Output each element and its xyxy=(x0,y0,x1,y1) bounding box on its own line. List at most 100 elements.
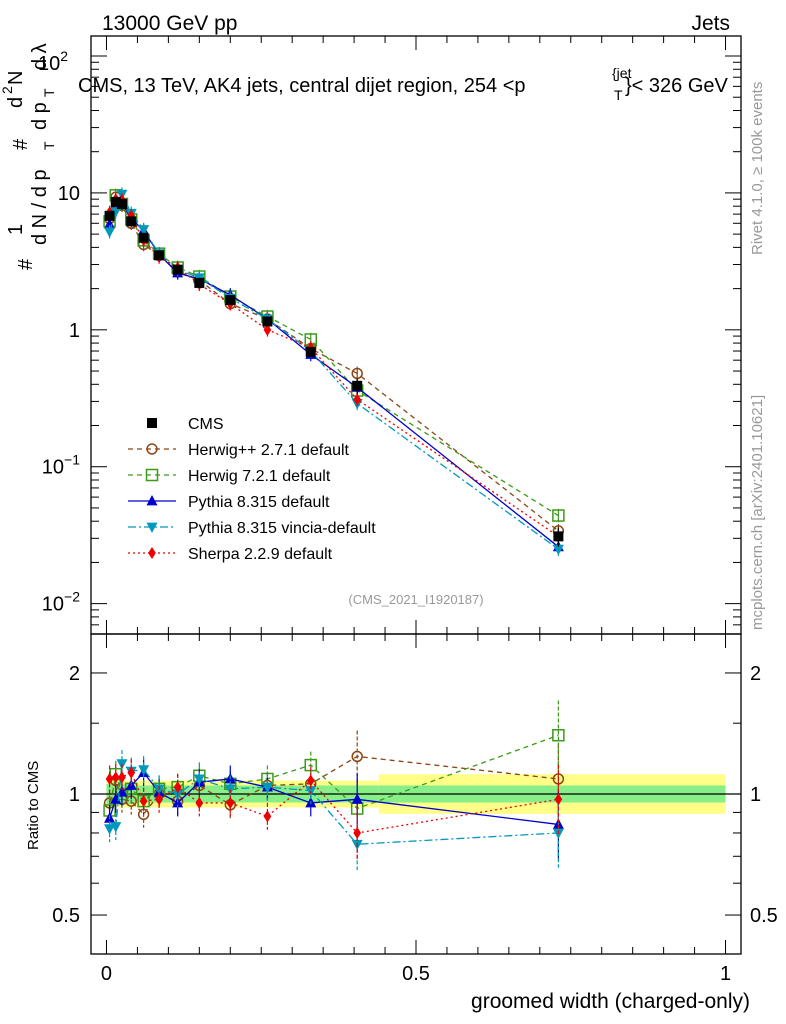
main-series-point xyxy=(138,225,150,236)
legend-marker xyxy=(146,522,158,534)
data-point xyxy=(352,380,363,391)
data-point xyxy=(110,196,121,207)
ratio-series-point xyxy=(105,772,114,786)
svg-text:CMS, 13 TeV, AK4 jets, central: CMS, 13 TeV, AK4 jets, central dijet reg… xyxy=(78,75,526,97)
main-series-point xyxy=(552,509,565,522)
main-y-tick-label: 10−2 xyxy=(42,589,80,616)
main-series-line xyxy=(108,195,559,532)
x-tick-label: 1 xyxy=(720,963,731,985)
svg-text:d N / d p: d N / d p xyxy=(29,169,51,245)
main-series-point xyxy=(104,227,116,238)
plot-title: CMS, 13 TeV, AK4 jets, central dijet reg… xyxy=(78,65,729,103)
legend-entry: Pythia 8.315 vincia-default xyxy=(128,520,376,537)
analysis-label: (CMS_2021_I1920187) xyxy=(348,592,483,607)
ratio-series-point xyxy=(353,826,362,840)
ratio-series-point xyxy=(351,793,363,804)
ratio-series-point xyxy=(554,793,563,806)
ratio-series-point xyxy=(552,728,565,742)
ratio-series-point xyxy=(139,795,148,808)
legend-marker xyxy=(146,443,158,455)
legend-label: Sherpa 2.2.9 default xyxy=(188,546,333,563)
legend-entry: Pythia 8.315 default xyxy=(128,494,330,511)
ratio-series-point xyxy=(195,796,204,810)
x-tick-label: 0 xyxy=(101,963,112,985)
ratio-series-point xyxy=(173,781,182,794)
ratio-y-tick-label-left: 1 xyxy=(69,784,80,806)
legend-label: Pythia 8.315 vincia-default xyxy=(188,520,376,537)
data-point xyxy=(154,250,165,261)
main-series-point xyxy=(263,323,272,336)
svg-text:T: T xyxy=(614,87,623,103)
main-series-line xyxy=(108,198,559,537)
ratio-series-point xyxy=(104,824,116,835)
legend-label: CMS xyxy=(188,416,224,433)
energy-label: 13000 GeV pp xyxy=(102,12,237,35)
legend-marker xyxy=(145,468,159,482)
main-series-point xyxy=(353,393,362,406)
ratio-series-point xyxy=(193,774,205,786)
svg-text:N: N xyxy=(5,71,27,85)
main-panel-frame xyxy=(90,35,742,635)
legend-label: Herwig 7.2.1 default xyxy=(188,468,331,485)
ratio-series-point xyxy=(226,796,235,810)
ratio-series-point xyxy=(138,765,150,776)
site-label: mcplots.cern.ch [arXiv:2401.10621] xyxy=(749,395,766,630)
data-series xyxy=(104,196,564,547)
ratio-series-point xyxy=(118,771,126,784)
legend-entry: Herwig 7.2.1 default xyxy=(128,468,331,485)
main-series-layer xyxy=(103,187,565,556)
main-y-tick-label: 1 xyxy=(69,320,80,342)
x-tick-label: 0.5 xyxy=(402,963,430,985)
legend-marker xyxy=(148,546,156,560)
data-point xyxy=(126,216,137,227)
svg-text:d λ: d λ xyxy=(29,43,51,70)
ratio-y-tick-label-left: 2 xyxy=(69,663,80,685)
legend-entry: CMS xyxy=(147,416,224,433)
ratio-y-axis-label: Ratio to CMS xyxy=(25,761,42,850)
x-axis-label: groomed width (charged-only) xyxy=(471,990,750,1013)
svg-text:2: 2 xyxy=(0,86,15,94)
ratio-series-point xyxy=(351,750,363,763)
ratio-series-layer xyxy=(103,700,565,871)
category-label: Jets xyxy=(691,12,730,35)
ratio-series-4 xyxy=(105,759,563,859)
legend: CMS Herwig++ 2.7.1 default Herwig 7.2.1 de… xyxy=(128,416,376,563)
data-point xyxy=(172,264,183,275)
svg-text:#: # xyxy=(15,258,37,270)
main-series-0 xyxy=(103,190,565,538)
legend-label: Herwig++ 2.7.1 default xyxy=(188,442,350,459)
main-series-point xyxy=(351,367,363,380)
main-series-1 xyxy=(103,188,565,523)
main-series-point xyxy=(104,218,116,229)
svg-text:d: d xyxy=(5,97,27,108)
legend-marker xyxy=(147,418,157,428)
data-point xyxy=(104,210,115,221)
axis-ticks xyxy=(91,36,741,954)
main-series-point xyxy=(110,207,122,218)
axis-tick-labels: 0 0.5 1 10 1 10−1 10−2 102 2 2 1 1 0.5 0.5 xyxy=(38,48,778,985)
data-point xyxy=(225,295,236,306)
svg-text:{jet: {jet xyxy=(612,65,632,81)
legend-entry: Herwig++ 2.7.1 default xyxy=(128,442,350,459)
data-point xyxy=(305,346,316,357)
legend-entry: Sherpa 2.2.9 default xyxy=(128,546,333,563)
main-y-tick-label: 102 xyxy=(38,48,68,75)
ratio-y-tick-label-left: 0.5 xyxy=(52,905,80,927)
ratio-series-point xyxy=(111,771,120,784)
ratio-series-point xyxy=(306,774,315,787)
ratio-series-1 xyxy=(103,700,565,835)
legend-label: Pythia 8.315 default xyxy=(188,494,330,511)
svg-text:d p: d p xyxy=(29,102,51,130)
ratio-series-point xyxy=(127,766,136,779)
data-point xyxy=(138,232,149,243)
main-y-axis-label: # 1 d N / d p T # d p T d 2 N d λ xyxy=(0,43,57,270)
ratio-y-tick-label-right: 2 xyxy=(750,663,761,685)
legend-marker xyxy=(146,494,158,506)
main-y-tick-label: 10 xyxy=(58,183,80,205)
main-y-tick-label: 10−1 xyxy=(42,452,80,479)
svg-text:#: # xyxy=(10,138,32,150)
main-series-4 xyxy=(105,192,563,544)
svg-text:}< 326 GeV: }< 326 GeV xyxy=(625,75,729,97)
rivet-label: Rivet 4.1.0, ≥ 100k events xyxy=(749,82,766,255)
